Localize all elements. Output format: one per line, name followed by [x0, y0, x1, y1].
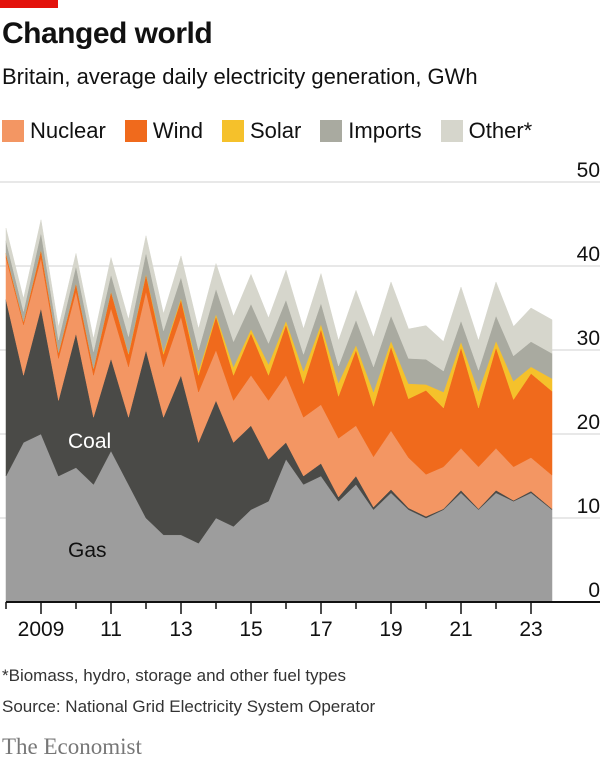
legend-label-nuclear: Nuclear — [30, 118, 106, 143]
y-tick-labels: 0 10 20 30 40 50 — [577, 160, 600, 602]
x-tick-label-11: 11 — [100, 618, 122, 641]
chart-title: Changed world — [2, 17, 213, 50]
source-note: Source: National Grid Electricity System… — [2, 697, 376, 716]
y-tick-label-30: 30 — [577, 327, 600, 350]
x-axis: 2009 11 13 15 17 19 21 23 — [5, 601, 600, 641]
annotations: Coal Gas — [68, 430, 111, 562]
annotation-gas: Gas — [68, 539, 107, 562]
y-tick-label-10: 10 — [577, 495, 600, 518]
x-tick-label-15: 15 — [239, 618, 262, 641]
x-tick-label-13: 13 — [169, 618, 192, 641]
legend-item-nuclear: Nuclear — [2, 118, 106, 144]
area-series — [5, 219, 553, 603]
legend-item-imports: Imports — [320, 118, 422, 144]
y-tick-label-40: 40 — [577, 243, 600, 266]
legend-label-wind: Wind — [152, 118, 203, 143]
x-tick-label-23: 23 — [519, 618, 542, 641]
y-tick-label-0: 0 — [588, 579, 600, 602]
legend-item-solar: Solar — [221, 118, 302, 144]
legend-item-other: Other* — [440, 118, 533, 144]
legend-item-wind: Wind — [124, 118, 203, 144]
x-tick-label-2009: 2009 — [18, 618, 65, 641]
legend-swatch-other — [440, 120, 463, 142]
legend: Nuclear Wind Solar Imports Other* — [2, 118, 532, 144]
y-tick-label-50: 50 — [577, 160, 600, 182]
x-tick-label-21: 21 — [449, 618, 472, 641]
y-tick-label-20: 20 — [577, 411, 600, 434]
legend-swatch-solar — [221, 120, 244, 142]
x-tick-label-19: 19 — [379, 618, 402, 641]
legend-label-solar: Solar — [249, 118, 302, 143]
legend-label-imports: Imports — [348, 118, 422, 143]
annotation-coal: Coal — [68, 430, 111, 453]
stacked-area-chart: 0 10 20 30 40 50 2009 11 13 15 17 19 21 23 Coal Gas — [0, 160, 600, 641]
brand-red-bar — [0, 0, 58, 8]
footnote: *Biomass, hydro, storage and other fuel … — [2, 666, 346, 685]
x-tick-label-17: 17 — [309, 618, 332, 641]
legend-label-other: Other* — [468, 118, 533, 143]
legend-swatch-wind — [124, 120, 147, 142]
legend-swatch-nuclear — [2, 120, 24, 142]
legend-swatch-imports — [320, 120, 343, 142]
chart-subtitle: Britain, average daily electricity gener… — [2, 64, 478, 89]
economist-logo: The Economist — [2, 734, 142, 759]
area-other — [5, 219, 553, 372]
